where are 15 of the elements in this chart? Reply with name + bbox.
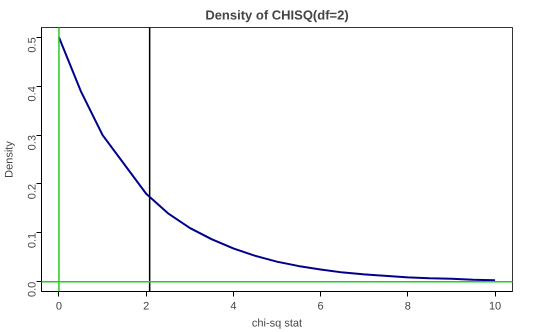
- x-tick-label: 8: [404, 300, 411, 312]
- x-axis-title: chi-sq stat: [252, 318, 302, 330]
- y-tick-label: 0.5: [26, 37, 38, 53]
- y-tick-label: 0.0: [26, 282, 38, 298]
- x-tick-label: 10: [488, 300, 502, 312]
- x-tick-label: 4: [230, 300, 236, 312]
- y-axis-title: Density: [4, 140, 16, 178]
- chart-title: Density of CHISQ(df=2): [205, 8, 349, 22]
- x-tick-label: 6: [318, 300, 324, 312]
- x-tick-label: 0: [56, 300, 62, 312]
- y-tick-label: 0.4: [26, 86, 38, 102]
- y-tick-label: 0.1: [26, 232, 38, 248]
- y-tick-label: 0.3: [26, 135, 38, 150]
- y-tick-label: 0.2: [26, 184, 38, 200]
- x-tick-label: 2: [143, 300, 150, 312]
